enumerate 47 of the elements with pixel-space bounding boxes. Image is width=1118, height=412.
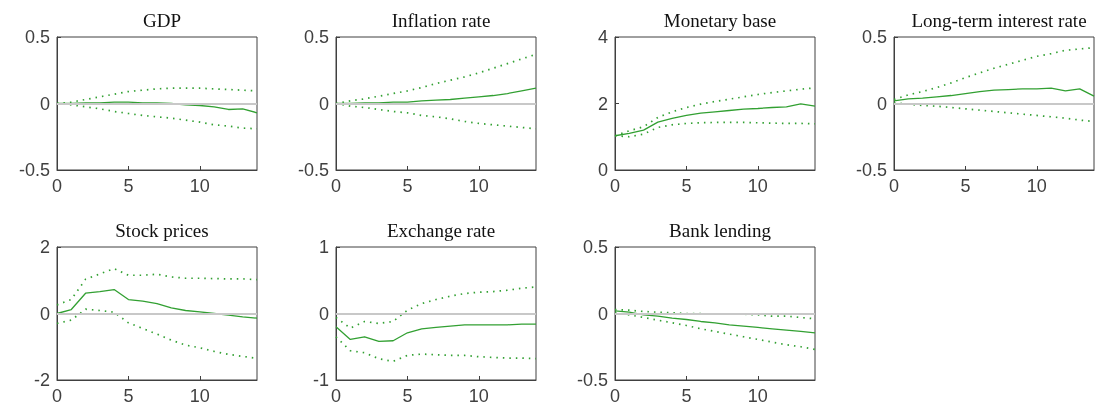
x-tick-label: 5 (681, 176, 692, 196)
y-tick-label: -2 (33, 370, 50, 390)
chart-title: Stock prices (115, 220, 209, 241)
y-tick-label: 0 (39, 93, 50, 114)
y-tick-label: -0.5 (297, 160, 329, 180)
x-tick-label: 10 (1026, 176, 1047, 196)
x-tick-label: 10 (747, 176, 768, 196)
x-tick-label: 5 (402, 176, 413, 196)
y-tick-label: 4 (597, 27, 608, 47)
y-tick-label: -0.5 (576, 370, 608, 390)
y-tick-label: -1 (312, 370, 329, 390)
y-tick-label: 0 (318, 303, 329, 324)
y-tick-label: 0.5 (303, 27, 329, 47)
x-tick-label: 5 (402, 386, 413, 406)
x-tick-label: 5 (123, 176, 134, 196)
x-tick-label: 10 (747, 386, 768, 406)
x-tick-label: 5 (960, 176, 971, 196)
y-tick-label: -0.5 (18, 160, 50, 180)
chart-title: GDP (142, 10, 182, 31)
y-tick-label: 0 (597, 303, 608, 324)
line-series (335, 323, 537, 343)
line-series (335, 335, 537, 363)
y-tick-label: 0 (39, 303, 50, 324)
x-tick-label: 0 (888, 176, 900, 196)
y-tick-label: 0.5 (24, 27, 50, 47)
y-tick-label: 0 (597, 160, 608, 180)
y-tick-label: 1 (318, 237, 329, 257)
y-tick-label: -0.5 (855, 160, 887, 180)
chart-title: Monetary base (663, 10, 777, 31)
y-tick-label: 2 (597, 93, 608, 114)
y-tick-label: 0.5 (582, 237, 608, 257)
x-tick-label: 10 (468, 176, 489, 196)
chart-title: Inflation rate (391, 10, 491, 31)
x-tick-label: 10 (189, 386, 210, 406)
x-tick-label: 10 (468, 386, 489, 406)
chart-title: Bank lending (669, 220, 772, 241)
y-tick-label: 0 (318, 93, 329, 114)
line-series (56, 267, 258, 306)
chart-title: Long-term interest rate (911, 10, 1087, 31)
x-tick-label: 10 (189, 176, 210, 196)
x-tick-label: 5 (123, 386, 134, 406)
y-tick-label: 2 (39, 237, 50, 257)
x-tick-label: 5 (681, 386, 692, 406)
y-tick-label: 0.5 (861, 27, 887, 47)
line-series (56, 288, 258, 319)
y-tick-label: 0 (876, 93, 887, 114)
chart-title: Exchange rate (386, 220, 496, 241)
